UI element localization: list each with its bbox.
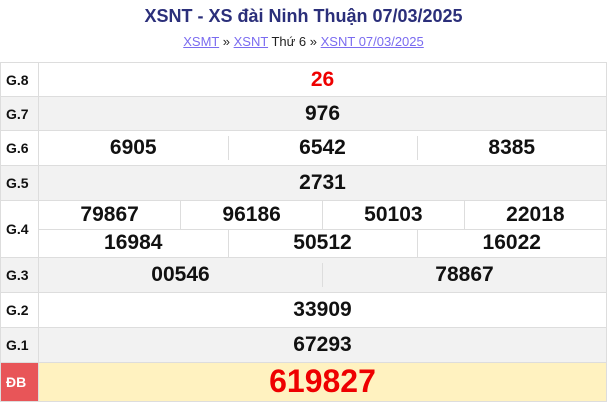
- prize-number: 96186: [180, 201, 323, 230]
- row-g6: G.6 6905 6542 8385: [0, 130, 607, 166]
- breadcrumb: XSMT » XSNT Thứ 6 » XSNT 07/03/2025: [0, 34, 607, 49]
- prize-number: 6905: [109, 136, 157, 159]
- row-g2: G.2 33909: [0, 291, 607, 328]
- breadcrumb-link-xsnt[interactable]: XSNT: [233, 34, 269, 49]
- prize-number: 16984: [104, 231, 163, 254]
- prize-label: G.5: [0, 165, 39, 201]
- prize-number: 50512: [227, 229, 417, 257]
- prize-label: G.8: [0, 62, 39, 97]
- row-g4: G.4 79867 96186 50103 22018 16984 50512 16022: [0, 200, 607, 258]
- prize-number: 8385: [416, 136, 606, 160]
- prize-number: 2731: [38, 165, 607, 201]
- prize-label: G.7: [0, 96, 39, 131]
- page-title: XSNT - XS đài Ninh Thuận 07/03/2025: [144, 6, 463, 26]
- row-g5: G.5 2731: [0, 165, 607, 201]
- prize-label: ĐB: [0, 361, 39, 402]
- prize-number: 16022: [416, 229, 606, 257]
- breadcrumb-link-date[interactable]: XSNT 07/03/2025: [320, 34, 424, 49]
- prize-number: 26: [38, 62, 607, 97]
- prize-number: 33909: [38, 291, 607, 328]
- row-g1: G.1 67293: [0, 326, 607, 363]
- row-g8: G.8 26: [0, 62, 607, 97]
- breadcrumb-link-xsmt[interactable]: XSMT: [183, 34, 220, 49]
- prize-label: G.1: [0, 326, 39, 363]
- prize-number: 67293: [38, 326, 607, 363]
- row-g7: G.7 976: [0, 96, 607, 131]
- prize-number: 79867: [39, 201, 181, 230]
- prize-number: 976: [38, 96, 607, 131]
- prize-number: 22018: [463, 201, 606, 230]
- breadcrumb-separator: »: [309, 34, 318, 49]
- prize-number: 6542: [227, 136, 417, 160]
- row-special: ĐB 619827: [0, 361, 607, 402]
- breadcrumb-separator: »: [222, 34, 230, 49]
- results-table: G.8 26 G.7 976 G.6 6905 6542 8385 G.5 2731 G.…: [0, 62, 607, 402]
- prize-label: G.3: [0, 256, 39, 293]
- prize-number: 50103: [322, 201, 465, 230]
- prize-number: 78867: [322, 262, 606, 287]
- prize-label: G.4: [0, 200, 39, 258]
- prize-number: 00546: [39, 262, 323, 287]
- breadcrumb-day: Thứ 6: [271, 34, 307, 49]
- prize-label: G.6: [0, 130, 39, 166]
- prize-label: G.2: [0, 291, 39, 328]
- special-prize-number: 619827: [38, 361, 607, 402]
- row-g3: G.3 00546 78867: [0, 256, 607, 293]
